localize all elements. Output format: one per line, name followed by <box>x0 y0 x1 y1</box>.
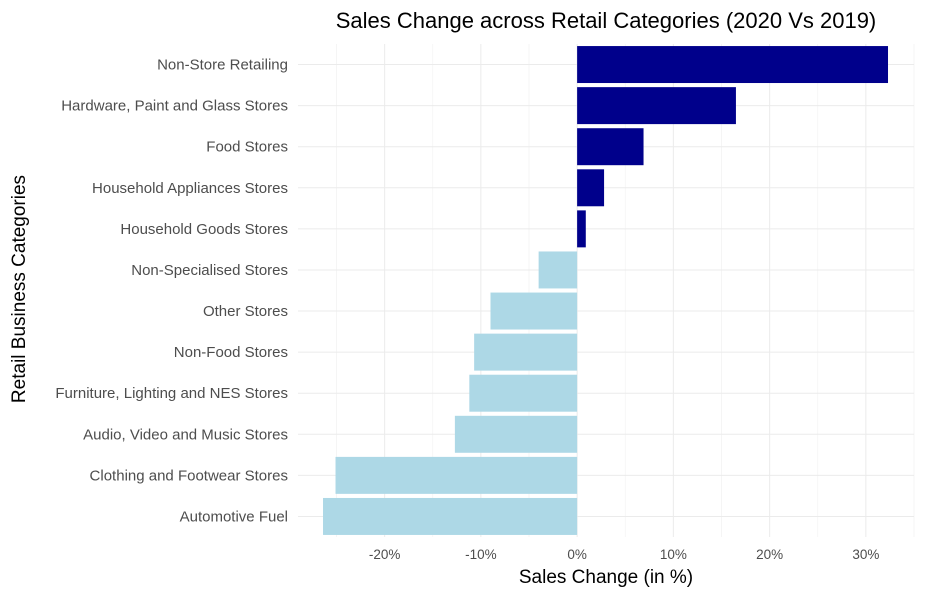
bar <box>577 46 889 84</box>
x-tick-label: -10% <box>465 547 497 562</box>
bar <box>490 292 578 330</box>
category-label: Audio, Video and Music Stores <box>83 426 288 443</box>
x-tick-label: 0% <box>567 547 587 562</box>
category-label: Automotive Fuel <box>180 508 288 525</box>
category-label: Hardware, Paint and Glass Stores <box>61 98 288 115</box>
bar <box>577 169 605 207</box>
x-tick-label: 20% <box>756 547 783 562</box>
bar <box>323 497 578 535</box>
category-label: Non-Specialised Stores <box>131 262 288 279</box>
bar <box>454 415 578 453</box>
x-tick-label: 30% <box>852 547 879 562</box>
bar <box>469 374 578 412</box>
category-label: Furniture, Lighting and NES Stores <box>55 385 288 402</box>
y-axis-title: Retail Business Categories <box>9 175 30 403</box>
x-tick-label: 10% <box>660 547 687 562</box>
chart-title: Sales Change across Retail Categories (2… <box>336 8 877 33</box>
category-label: Non-Store Retailing <box>157 57 288 74</box>
category-label: Household Appliances Stores <box>92 180 288 197</box>
x-tick-label: -20% <box>369 547 401 562</box>
category-label: Other Stores <box>203 303 288 320</box>
category-label: Clothing and Footwear Stores <box>90 467 288 484</box>
category-label: Household Goods Stores <box>120 221 288 238</box>
category-label: Food Stores <box>206 139 288 156</box>
category-labels: Non-Store Retailing Hardware, Paint and G… <box>55 57 288 526</box>
bar <box>538 251 578 289</box>
x-tick-labels: -20% -10% 0% 10% 20% 30% <box>369 547 880 562</box>
category-label: Non-Food Stores <box>174 344 288 361</box>
bars <box>323 46 889 535</box>
bar <box>577 128 644 166</box>
bar <box>577 87 736 125</box>
bar <box>335 456 578 494</box>
bar <box>577 210 586 248</box>
bar <box>474 333 578 371</box>
x-axis-title: Sales Change (in %) <box>519 567 693 588</box>
